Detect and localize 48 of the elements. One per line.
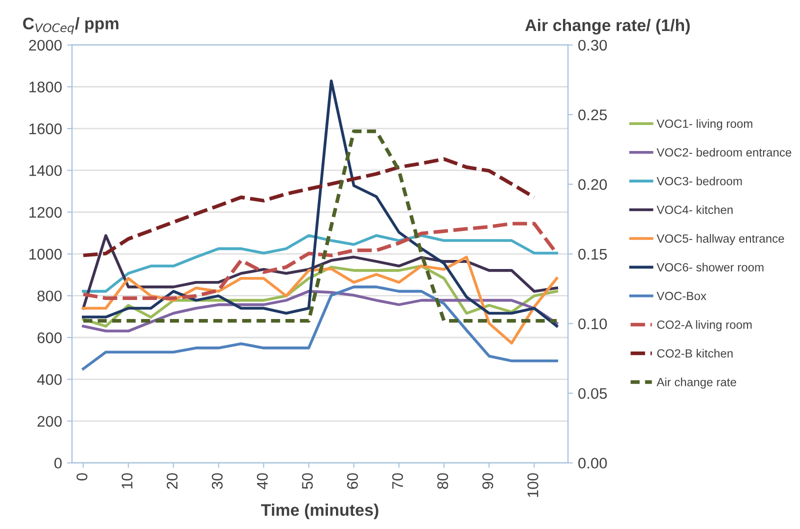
x-tick-label: 100: [527, 473, 538, 497]
y2-tick-label: 0.20: [578, 179, 607, 190]
y-tick-label: 0: [54, 458, 62, 469]
legend-label: VOC6- shower room: [656, 262, 764, 272]
legend-label: VOC-Box: [656, 292, 706, 300]
line-series: [81, 157, 536, 258]
x-axis-title: Time (minutes): [261, 504, 378, 520]
y-axis-title: C$_{VOCeq}$/ ppm: [23, 17, 118, 34]
x-tick-label: 70: [392, 473, 404, 489]
legend-label: CO2-B kitchen: [657, 348, 733, 358]
line-series: [82, 80, 558, 328]
x-tick-label: 10: [122, 473, 132, 488]
line-series: [81, 130, 559, 323]
y2-tick-label: 0.10: [578, 318, 607, 330]
x-tick-label: 50: [302, 473, 313, 489]
legend-label: VOC3- bedroom: [656, 176, 742, 186]
y-tick-label: 400: [37, 374, 62, 385]
legend-label: VOC2- bedroom entrance: [656, 148, 792, 157]
x-tick-label: 60: [347, 473, 358, 489]
legend-label: VOC4- kitchen: [656, 205, 733, 214]
legend-label: Air change rate: [656, 378, 736, 389]
x-tick-label: 0: [76, 473, 88, 480]
y-tick-label: 1200: [29, 206, 62, 218]
line-series: [82, 286, 558, 370]
legend-label: CO2-A living room: [657, 320, 752, 332]
x-tick-label: 80: [437, 473, 448, 489]
y-tick-label: 200: [38, 416, 62, 427]
y-tick-label: 1000: [29, 248, 62, 260]
y2-tick-label: 0.25: [578, 109, 607, 120]
x-tick-label: 20: [166, 473, 178, 489]
x-tick-label: 30: [212, 473, 223, 490]
y2-tick-label: 0.15: [578, 248, 607, 260]
y2-axis-title: Air change rate/ (1/h): [525, 18, 690, 35]
y-tick-label: 600: [38, 332, 62, 344]
y-tick-label: 2000: [29, 40, 62, 51]
line-series: [82, 256, 558, 345]
y-tick-label: 1600: [29, 123, 62, 134]
legend-label: VOC1- living room: [656, 119, 752, 130]
y-tick-label: 1800: [29, 82, 62, 92]
x-tick-label: 40: [256, 473, 268, 490]
y2-tick-label: 0.30: [578, 40, 607, 51]
x-tick-label: 90: [482, 473, 494, 489]
line-series: [82, 234, 558, 293]
y-tick-label: 1400: [29, 165, 62, 176]
y-tick-label: 800: [37, 290, 62, 302]
y2-tick-label: 0.05: [578, 388, 607, 399]
y2-tick-label: 0.00: [578, 458, 607, 469]
legend-label: VOC5- hallway entrance: [656, 234, 784, 246]
